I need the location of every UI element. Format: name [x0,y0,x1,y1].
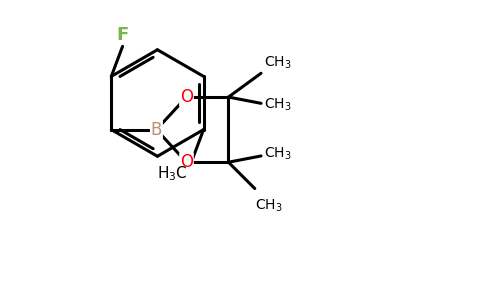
Text: H$_3$C: H$_3$C [157,164,187,183]
Text: CH$_3$: CH$_3$ [264,146,292,162]
Text: CH$_3$: CH$_3$ [255,198,282,214]
Text: CH$_3$: CH$_3$ [264,55,292,71]
Text: O: O [180,88,193,106]
Text: O: O [180,153,193,171]
Text: B: B [151,121,162,139]
Text: F: F [117,26,129,44]
Text: CH$_3$: CH$_3$ [264,97,292,113]
